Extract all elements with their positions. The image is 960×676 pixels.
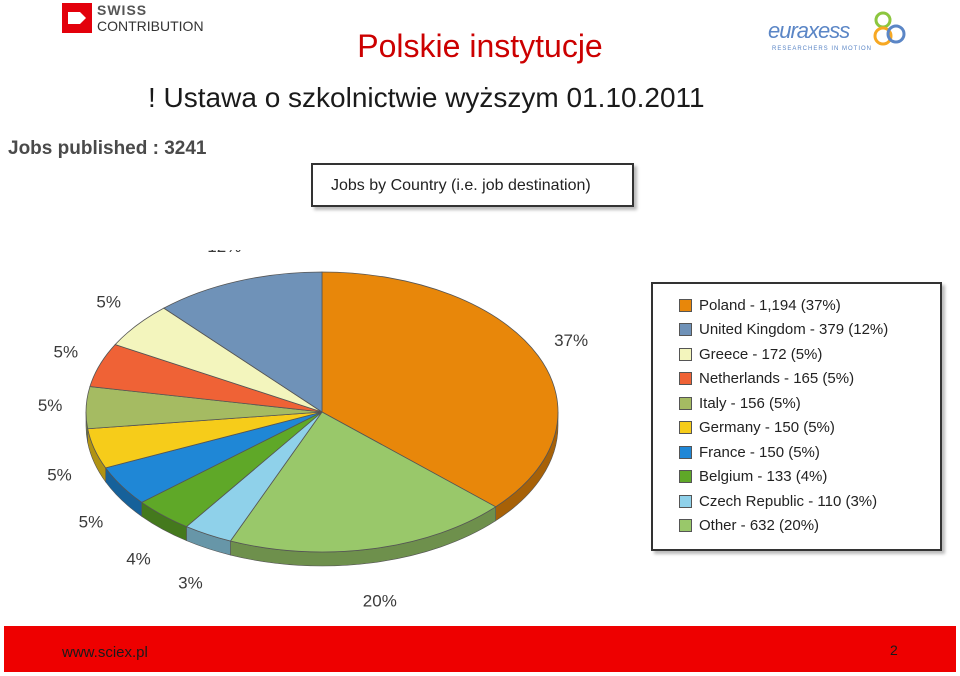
pie-slice	[163, 271, 323, 413]
legend-item: Czech Republic - 110 (3%)	[679, 491, 877, 511]
legend-item: United Kingdom - 379 (12%)	[679, 320, 888, 340]
legend-label: Poland - 1,194 (37%)	[699, 296, 841, 314]
legend-label: Belgium - 133 (4%)	[699, 468, 828, 485]
legend-swatch	[679, 470, 692, 483]
pie-slice	[321, 271, 559, 508]
footer-url: www.sciex.pl	[62, 644, 148, 661]
pie-slice	[229, 411, 497, 553]
legend-label: Other - 632 (20%)	[699, 517, 820, 534]
legend-swatch	[679, 298, 692, 312]
legend-swatch	[679, 445, 692, 459]
slide-subtitle: ! Ustawa o szkolnictwie wyższym 01.10.20…	[148, 82, 705, 113]
legend-item: France - 150 (5%)	[679, 442, 820, 462]
legend-item: Netherlands - 165 (5%)	[679, 369, 854, 389]
legend-label: Czech Republic - 110 (3%)	[699, 492, 878, 510]
chart-legend: Poland - 1,194 (37%) United Kingdom - 379…	[651, 282, 942, 551]
swiss-flag-icon	[62, 3, 92, 33]
legend-swatch	[679, 372, 692, 385]
legend-item: Other - 632 (20%)	[679, 516, 819, 536]
legend-label: Greece - 172 (5%)	[699, 345, 823, 363]
pie-slice-label: 5%	[96, 292, 121, 311]
chart-title-box: Jobs by Country (i.e. job destination)	[311, 163, 634, 207]
pie-chart: 37% 20% 3% 4% 5% 5% 5% 5% 5% 12%	[38, 250, 588, 610]
pie-slice-label: 5%	[54, 342, 79, 361]
euraxess-logo: euraxess RESEARCHERS IN MOTION	[768, 10, 918, 60]
pie-slice-label: 5%	[47, 466, 72, 485]
pie-slice-label: 20%	[363, 591, 397, 610]
legend-item: Poland - 1,194 (37%)	[679, 295, 841, 315]
legend-swatch	[679, 323, 692, 336]
euraxess-logo-tagline: RESEARCHERS IN MOTION	[772, 46, 873, 52]
legend-item: Greece - 172 (5%)	[679, 344, 822, 364]
pie-slice-label: 37%	[554, 331, 588, 350]
swiss-contribution-logo: SWISS CONTRIBUTION	[62, 2, 212, 37]
legend-item: Germany - 150 (5%)	[679, 418, 835, 438]
legend-label: Germany - 150 (5%)	[699, 419, 835, 436]
legend-swatch	[679, 347, 692, 361]
slide-title: Polskie instytucje	[357, 28, 603, 64]
pie-slice-label: 3%	[178, 574, 203, 593]
swiss-logo-subtitle: CONTRIBUTION	[97, 18, 204, 34]
page-number: 2	[890, 642, 898, 658]
euraxess-logo-word: euraxess	[768, 18, 850, 43]
legend-item: Italy - 156 (5%)	[679, 393, 801, 413]
pie-slice-label: 4%	[126, 549, 151, 568]
legend-label: Netherlands - 165 (5%)	[699, 370, 855, 387]
legend-label: France - 150 (5%)	[699, 443, 820, 461]
pie-slice-label: 12%	[207, 250, 241, 256]
pie-slice-label: 5%	[79, 512, 104, 531]
euraxess-rings-icon	[873, 11, 906, 46]
swiss-logo-word: SWISS	[97, 2, 148, 18]
legend-label: Italy - 156 (5%)	[699, 394, 801, 412]
legend-swatch	[679, 396, 692, 410]
legend-item: Belgium - 133 (4%)	[679, 467, 827, 487]
pie-slice-label: 5%	[38, 396, 63, 415]
legend-swatch	[679, 494, 692, 508]
legend-label: United Kingdom - 379 (12%)	[699, 321, 889, 338]
jobs-published-label: Jobs published : 3241	[8, 138, 207, 159]
legend-swatch	[679, 519, 692, 532]
chart-title: Jobs by Country (i.e. job destination)	[331, 177, 591, 194]
legend-swatch	[679, 421, 692, 434]
footer-bar: www.sciex.pl 2	[4, 626, 956, 672]
